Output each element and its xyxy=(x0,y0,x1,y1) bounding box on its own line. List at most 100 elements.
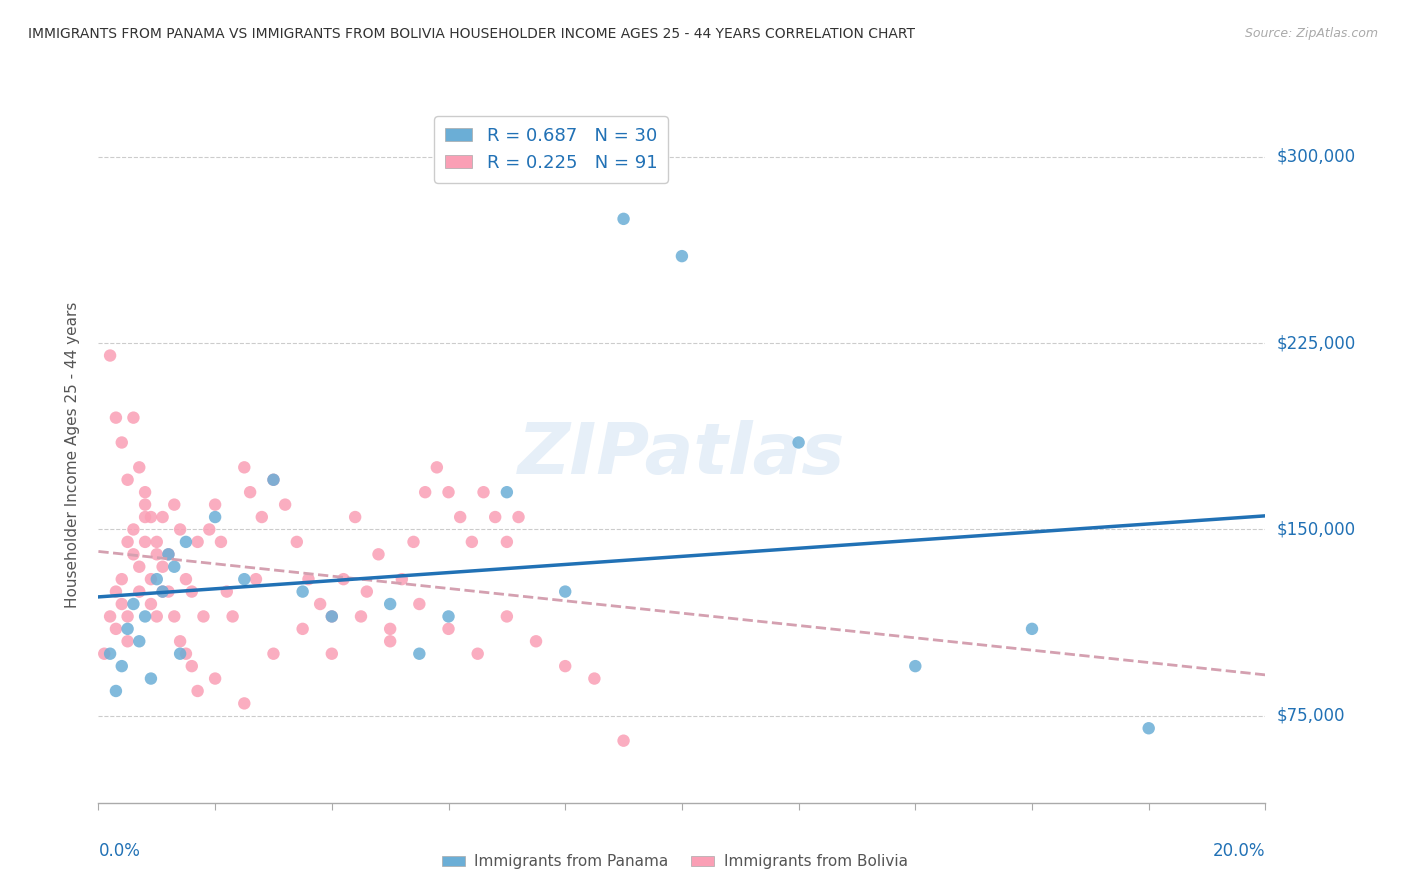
Legend: Immigrants from Panama, Immigrants from Bolivia: Immigrants from Panama, Immigrants from … xyxy=(436,848,914,875)
Point xyxy=(139,597,162,611)
Point xyxy=(367,547,389,561)
Point xyxy=(128,460,150,475)
Point xyxy=(344,510,367,524)
Point xyxy=(321,609,343,624)
Point xyxy=(117,609,139,624)
Point xyxy=(139,572,162,586)
Point xyxy=(117,622,139,636)
Text: $75,000: $75,000 xyxy=(1277,706,1346,725)
Point xyxy=(169,647,191,661)
Text: ZIPatlas: ZIPatlas xyxy=(519,420,845,490)
Point xyxy=(152,584,174,599)
Point xyxy=(426,460,449,475)
Point xyxy=(495,485,517,500)
Point xyxy=(378,597,402,611)
Point xyxy=(117,534,139,549)
Point xyxy=(204,672,226,686)
Point xyxy=(215,584,238,599)
Point xyxy=(495,534,517,549)
Point xyxy=(484,510,506,524)
Point xyxy=(449,510,471,524)
Point xyxy=(262,647,284,661)
Point xyxy=(262,473,284,487)
Point xyxy=(378,622,402,636)
Point xyxy=(98,647,121,661)
Point xyxy=(274,498,297,512)
Point xyxy=(193,609,215,624)
Point xyxy=(169,523,191,537)
Point xyxy=(350,609,373,624)
Point xyxy=(122,597,145,611)
Point xyxy=(321,609,343,624)
Point xyxy=(209,534,232,549)
Point xyxy=(134,534,156,549)
Point xyxy=(408,647,430,661)
Point xyxy=(111,597,134,611)
Point xyxy=(174,647,197,661)
Point xyxy=(111,435,134,450)
Point xyxy=(98,609,121,624)
Point xyxy=(198,523,221,537)
Point xyxy=(233,697,256,711)
Point xyxy=(139,510,162,524)
Point xyxy=(378,634,402,648)
Point xyxy=(245,572,267,586)
Point xyxy=(174,572,197,586)
Point xyxy=(152,584,174,599)
Point xyxy=(204,510,226,524)
Point xyxy=(104,584,127,599)
Text: $150,000: $150,000 xyxy=(1277,520,1355,539)
Text: 20.0%: 20.0% xyxy=(1213,842,1265,860)
Point xyxy=(437,609,460,624)
Point xyxy=(157,547,180,561)
Point xyxy=(233,460,256,475)
Point xyxy=(583,672,606,686)
Point xyxy=(98,349,121,363)
Point xyxy=(104,684,127,698)
Point xyxy=(134,498,156,512)
Point xyxy=(169,634,191,648)
Point xyxy=(356,584,378,599)
Point xyxy=(524,634,547,648)
Point xyxy=(128,559,150,574)
Point xyxy=(180,584,202,599)
Point xyxy=(117,634,139,648)
Point xyxy=(309,597,332,611)
Point xyxy=(402,534,425,549)
Point xyxy=(104,622,127,636)
Point xyxy=(146,534,169,549)
Point xyxy=(495,609,517,624)
Legend: R = 0.687   N = 30, R = 0.225   N = 91: R = 0.687 N = 30, R = 0.225 N = 91 xyxy=(434,116,668,183)
Point xyxy=(467,647,489,661)
Text: Source: ZipAtlas.com: Source: ZipAtlas.com xyxy=(1244,27,1378,40)
Point xyxy=(122,547,145,561)
Point xyxy=(508,510,530,524)
Point xyxy=(146,547,169,561)
Point xyxy=(904,659,927,673)
Point xyxy=(1137,721,1160,735)
Point xyxy=(139,672,162,686)
Point xyxy=(180,659,202,673)
Point xyxy=(437,485,460,500)
Point xyxy=(146,609,169,624)
Point xyxy=(787,435,810,450)
Point xyxy=(291,584,314,599)
Point xyxy=(134,609,156,624)
Point xyxy=(163,498,186,512)
Point xyxy=(187,684,209,698)
Point xyxy=(221,609,243,624)
Point xyxy=(117,473,139,487)
Point xyxy=(262,473,284,487)
Point xyxy=(472,485,495,500)
Point xyxy=(134,510,156,524)
Point xyxy=(285,534,308,549)
Point xyxy=(332,572,354,586)
Point xyxy=(391,572,413,586)
Point xyxy=(152,510,174,524)
Point xyxy=(413,485,436,500)
Y-axis label: Householder Income Ages 25 - 44 years: Householder Income Ages 25 - 44 years xyxy=(65,301,80,608)
Point xyxy=(204,498,226,512)
Point xyxy=(152,559,174,574)
Point xyxy=(554,584,576,599)
Text: $300,000: $300,000 xyxy=(1277,148,1355,166)
